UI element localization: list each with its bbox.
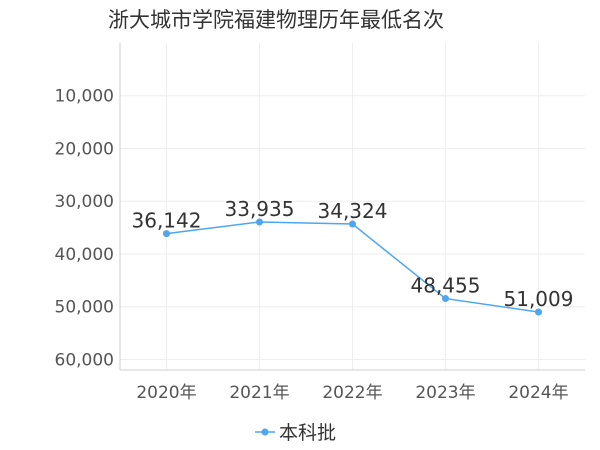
data-label: 33,935	[225, 197, 295, 221]
data-label: 48,455	[411, 274, 481, 298]
y-tick-label: 20,000	[55, 139, 114, 159]
data-point	[256, 218, 263, 226]
data-label: 51,009	[504, 287, 574, 311]
x-tick-label: 2024年	[508, 383, 568, 403]
y-tick-label: 40,000	[55, 245, 114, 265]
data-point	[349, 220, 356, 228]
data-point	[442, 295, 449, 303]
data-label: 36,142	[132, 209, 202, 233]
x-tick-label: 2022年	[322, 383, 382, 403]
x-tick-label: 2023年	[415, 383, 475, 403]
data-point	[535, 308, 542, 316]
legend-label: 本科批	[279, 422, 336, 444]
data-point	[163, 230, 170, 238]
y-tick-label: 60,000	[55, 350, 114, 370]
y-tick-label: 50,000	[55, 298, 114, 318]
y-tick-label: 10,000	[55, 87, 114, 107]
data-label: 34,324	[318, 199, 388, 223]
x-tick-label: 2020年	[136, 383, 196, 403]
x-tick-label: 2021年	[229, 383, 289, 403]
y-tick-label: 30,000	[55, 192, 114, 212]
chart-title: 浙大城市学院福建物理历年最低名次	[108, 8, 444, 32]
legend-marker-icon	[261, 428, 269, 436]
